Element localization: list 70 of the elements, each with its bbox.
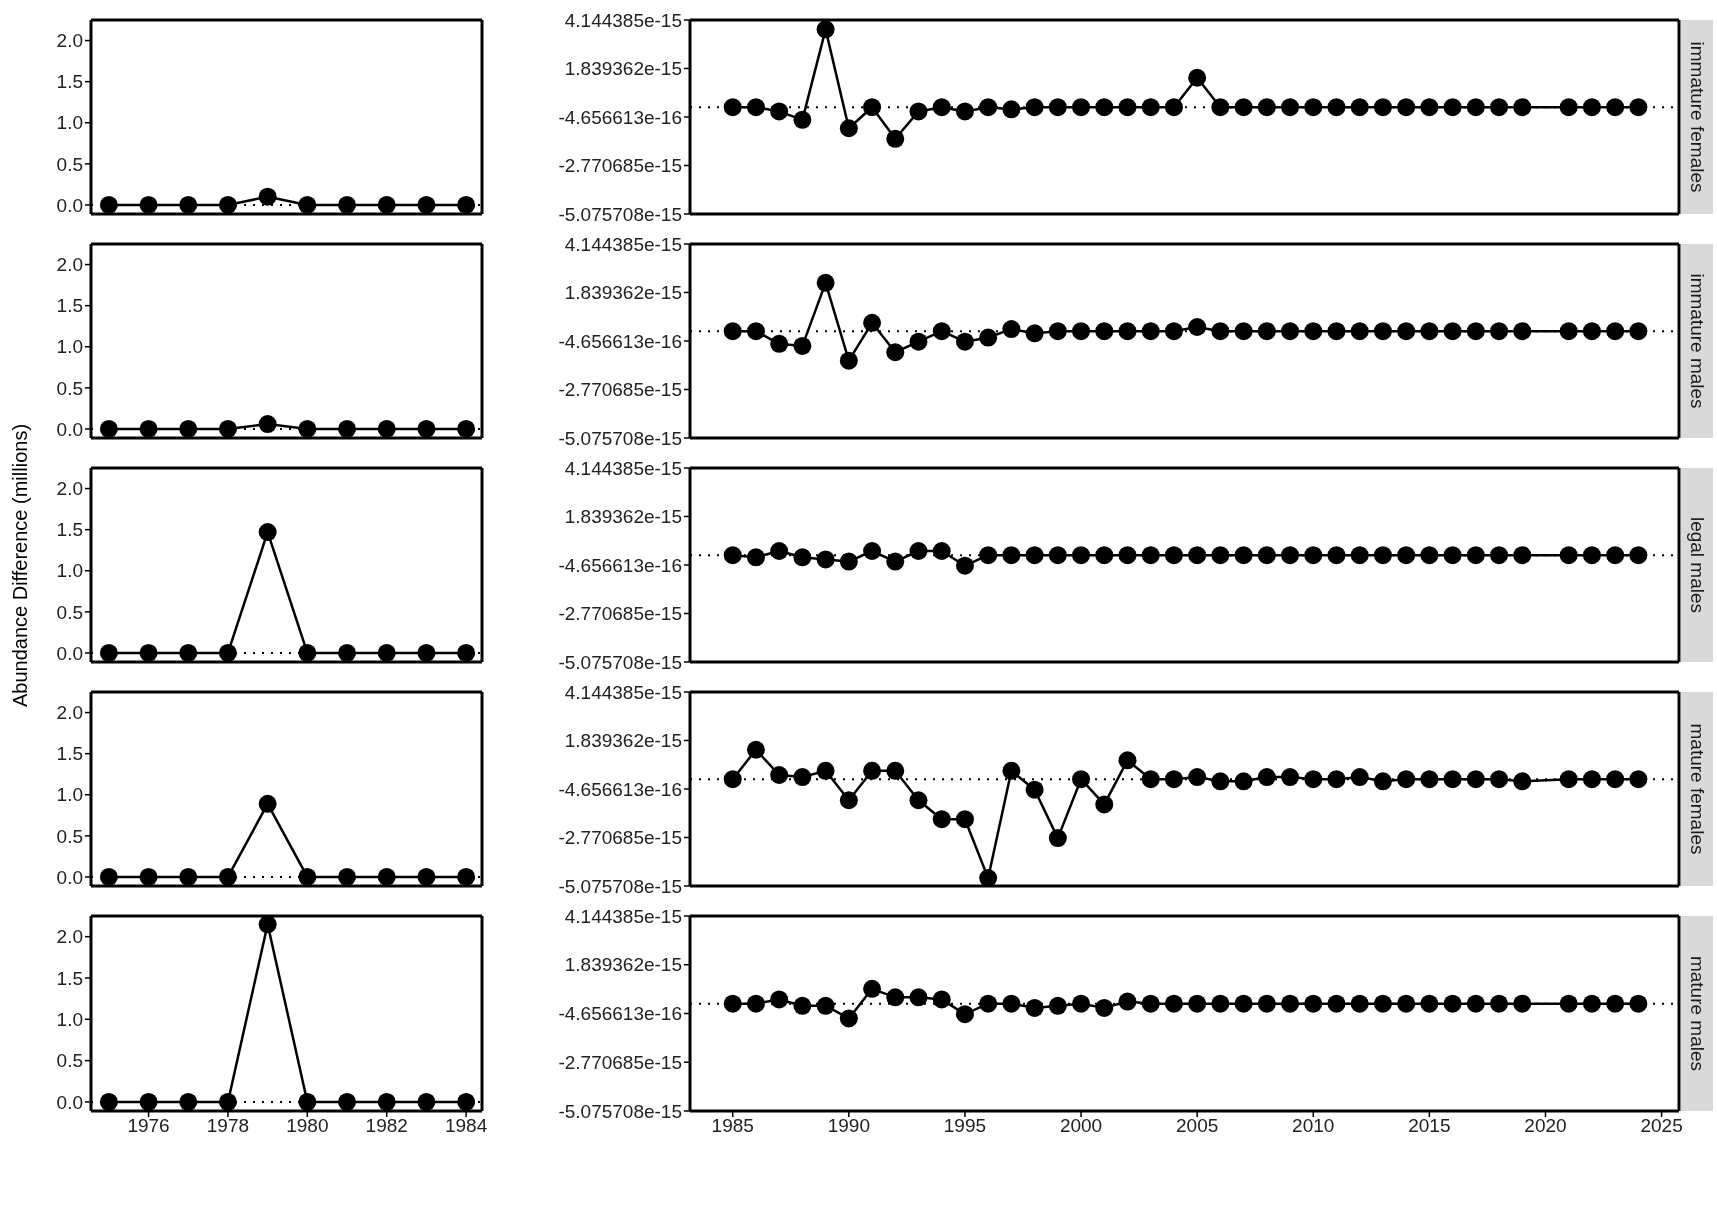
y-tick-label: 4.144385e-15 <box>564 233 682 255</box>
x-tick-label: 1990 <box>827 1115 870 1137</box>
y-tick-label: -2.770685e-15 <box>558 155 682 177</box>
y-tick-label: 2.0 <box>56 702 83 724</box>
x-tick-label: 1976 <box>127 1115 170 1137</box>
y-tick-label: 1.839362e-15 <box>564 506 682 528</box>
y-tick-label: 1.5 <box>56 71 83 93</box>
y-tick-label: 1.5 <box>56 519 83 541</box>
y-tick-label: 2.0 <box>56 926 83 948</box>
y-tick-label: 1.0 <box>56 560 83 582</box>
y-tick-label: 1.0 <box>56 336 83 358</box>
y-tick-label: 0.5 <box>56 825 83 847</box>
y-tick-label: -4.656613e-16 <box>558 554 682 576</box>
text: mature females <box>1686 723 1708 855</box>
y-tick-label: 0.0 <box>56 1091 83 1113</box>
y-tick-label: 0.0 <box>56 194 83 216</box>
y-tick-label: -4.656613e-16 <box>558 778 682 800</box>
y-tick-label: 0.0 <box>56 642 83 664</box>
y-tick-label: 4.144385e-15 <box>564 9 682 31</box>
y-tick-label: 0.0 <box>56 418 83 440</box>
y-tick-label: 4.144385e-15 <box>564 681 682 703</box>
x-tick-label: 2005 <box>1176 1115 1219 1137</box>
x-tick-label: 1995 <box>943 1115 987 1137</box>
text: legal males <box>1686 516 1708 614</box>
y-tick-label: -4.656613e-16 <box>558 330 682 352</box>
y-tick-label: -4.656613e-16 <box>558 106 682 128</box>
y-tick-label: 0.5 <box>56 153 83 175</box>
x-tick-label: 2025 <box>1640 1115 1683 1137</box>
y-tick-label: -5.075708e-15 <box>558 203 682 225</box>
x-tick-label: 1985 <box>711 1115 754 1137</box>
y-tick-label: -2.770685e-15 <box>558 379 682 401</box>
y-tick-label: 1.0 <box>56 1009 83 1031</box>
y-tick-label: 4.144385e-15 <box>564 457 682 479</box>
text: immature females <box>1686 41 1708 193</box>
y-tick-label: 2.0 <box>56 30 83 52</box>
y-tick-label: 4.144385e-15 <box>564 905 682 927</box>
x-tick-label: 2020 <box>1524 1115 1567 1137</box>
y-tick-label: 1.839362e-15 <box>564 730 682 752</box>
x-tick-label: 2000 <box>1059 1115 1103 1137</box>
y-tick-label: -4.656613e-16 <box>558 1003 682 1025</box>
y-tick-label: 1.0 <box>56 784 83 806</box>
y-axis-title: Abundance Difference (millions) <box>9 423 33 707</box>
y-tick-label: 1.0 <box>56 112 83 134</box>
y-tick-label: 1.5 <box>56 967 83 989</box>
y-tick-label: 0.0 <box>56 866 83 888</box>
y-tick-label: 0.5 <box>56 601 83 623</box>
y-tick-label: -2.770685e-15 <box>558 603 682 625</box>
y-tick-label: -5.075708e-15 <box>558 427 682 449</box>
y-tick-label: 1.5 <box>56 295 83 317</box>
y-tick-label: 1.839362e-15 <box>564 954 682 976</box>
y-tick-label: 0.5 <box>56 377 83 399</box>
x-tick-label: 1982 <box>365 1115 408 1137</box>
y-tick-label: -5.075708e-15 <box>558 651 682 673</box>
x-tick-label: 2010 <box>1292 1115 1335 1137</box>
x-tick-label: 2015 <box>1408 1115 1451 1137</box>
y-tick-label: 1.839362e-15 <box>564 282 682 304</box>
y-tick-label: 2.0 <box>56 254 83 276</box>
x-tick-label: 1980 <box>286 1115 329 1137</box>
y-tick-label: 0.5 <box>56 1050 83 1072</box>
y-tick-label: 2.0 <box>56 478 83 500</box>
text: mature males <box>1686 955 1708 1072</box>
y-tick-label: 1.839362e-15 <box>564 58 682 80</box>
y-tick-label: -5.075708e-15 <box>558 1100 682 1122</box>
y-tick-label: -5.075708e-15 <box>558 875 682 897</box>
text: immature males <box>1686 273 1708 409</box>
x-tick-label: 1984 <box>444 1115 488 1137</box>
y-tick-label: 1.5 <box>56 743 83 765</box>
y-tick-label: -2.770685e-15 <box>558 1051 682 1073</box>
x-tick-label: 1978 <box>206 1115 250 1137</box>
y-tick-label: -2.770685e-15 <box>558 827 682 849</box>
